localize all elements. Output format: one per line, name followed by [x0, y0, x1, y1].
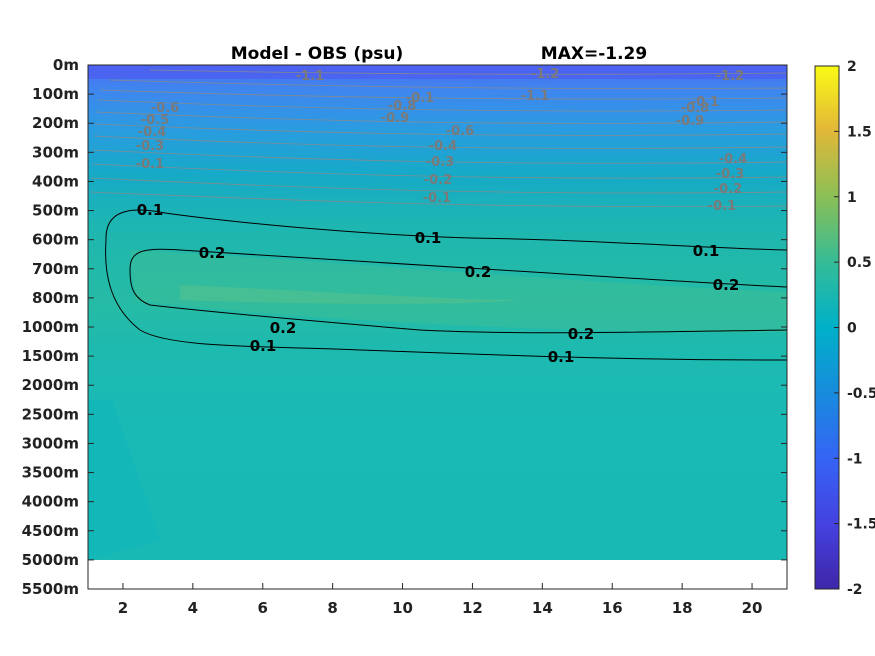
y-tick-label: 4500m: [22, 522, 79, 540]
contour-label: 0.2: [465, 263, 492, 281]
y-tick-label: 300m: [32, 143, 79, 161]
y-tick-label: 2000m: [22, 376, 79, 394]
contour-label: -1.1: [521, 89, 549, 104]
deep-left-zone: [88, 400, 160, 560]
contour-label: -0.6: [446, 124, 474, 139]
colorbar-tick-label: -2: [847, 582, 863, 598]
colorbar-tick-label: -1.5: [847, 517, 875, 533]
colorbar-ticks: 2 1.5 1 0.5 0 -0.5 -1 -1.5 -2: [834, 59, 875, 598]
x-tick-label: 18: [672, 599, 693, 617]
positive-contours: [105, 209, 788, 361]
contour-label: -1.2: [531, 67, 559, 82]
positive-anomaly-max: [180, 285, 520, 304]
colorbar-tick-label: -0.5: [847, 386, 875, 402]
y-tick-label: 600m: [32, 231, 79, 249]
y-tick-label: 700m: [32, 260, 79, 278]
contour-label: -0.1: [708, 199, 736, 214]
contour-label: -0.9: [381, 111, 409, 126]
x-tick-label: 8: [327, 599, 337, 617]
colorbar-tick-label: 0.5: [847, 255, 872, 271]
contour-label: -0.1: [406, 91, 434, 106]
max-label: MAX=-1.29: [541, 44, 647, 64]
y-tick-label: 100m: [32, 85, 79, 103]
contour-label: -0.3: [716, 167, 744, 182]
contour-label: 0.2: [270, 319, 297, 337]
no-data-band: [88, 560, 787, 589]
x-axis: 2 4 6 8 10 12 14 16 18 20: [118, 583, 763, 617]
contour-label: -0.4: [719, 152, 747, 167]
contour-label: 0.2: [568, 325, 595, 343]
contour-label: -0.2: [714, 182, 742, 197]
y-axis: 0m 100m 200m 300m 400m 500m 600m 700m 800m 1000m 1…: [22, 56, 787, 598]
colorbar-tick-label: 2: [847, 59, 857, 75]
y-tick-label: 1500m: [22, 347, 79, 365]
y-tick-label: 5000m: [22, 551, 79, 569]
contour-label: -0.3: [426, 155, 454, 170]
y-tick-label: 500m: [32, 202, 79, 220]
y-tick-label: 400m: [32, 172, 79, 190]
negative-contours: [89, 69, 788, 208]
y-tick-label: 3500m: [22, 464, 79, 482]
contour-label: -0.6: [151, 101, 179, 116]
contour-label: 0.1: [250, 337, 277, 355]
x-tick-label: 14: [532, 599, 553, 617]
contour-label: 0.1: [693, 242, 720, 260]
contour-label: -1.2: [716, 69, 744, 84]
contour-label: -0.3: [136, 139, 164, 154]
colorbar-tick-label: 1: [847, 190, 857, 206]
contour-label: -0.1: [691, 95, 719, 110]
contour-label: 0.1: [548, 348, 575, 366]
contour-label: 0.1: [137, 201, 164, 219]
contour-label: -1.1: [296, 69, 324, 84]
contour-label: -0.1: [136, 157, 164, 172]
y-tick-label: 200m: [32, 114, 79, 132]
gray-contour-labels: -1.1 -1.2 -1.1 -1.2 -0.6 -0.5 -0.4 -0.3 …: [136, 67, 747, 214]
x-tick-label: 12: [462, 599, 483, 617]
contour-label: -0.9: [676, 114, 704, 129]
contour-label: 0.2: [199, 244, 226, 262]
contour-label: -0.4: [138, 125, 166, 140]
colorbar-tick-label: 1.5: [847, 124, 872, 140]
colorbar-tick-label: -1: [847, 451, 863, 467]
contour-label: 0.1: [415, 229, 442, 247]
contour-label: -0.4: [429, 139, 457, 154]
y-tick-label: 0m: [53, 56, 79, 74]
x-tick-label: 16: [602, 599, 623, 617]
x-tick-label: 2: [118, 599, 128, 617]
y-tick-label: 4000m: [22, 493, 79, 511]
y-tick-label: 2500m: [22, 405, 79, 423]
y-tick-label: 3000m: [22, 434, 79, 452]
surface-negative-band: [88, 65, 787, 79]
x-tick-label: 4: [188, 599, 198, 617]
contour-label: -0.5: [141, 113, 169, 128]
contour-label: -0.2: [424, 173, 452, 188]
black-contour-labels: 0.1 0.2 0.1 0.2 0.1 0.2 0.2 0.1 0.2 0.1: [137, 201, 740, 366]
x-tick-label: 20: [742, 599, 763, 617]
colorbar-tick-label: 0: [847, 321, 857, 337]
positive-anomaly-core: [130, 250, 787, 333]
y-tick-label: 800m: [32, 289, 79, 307]
x-tick-label: 6: [258, 599, 268, 617]
y-tick-label: 5500m: [22, 580, 79, 598]
contour-label: -0.8: [681, 101, 709, 116]
colorbar: 2 1.5 1 0.5 0 -0.5 -1 -1.5 -2: [814, 59, 875, 598]
contour-label: -0.8: [388, 99, 416, 114]
y-tick-label: 1000m: [22, 318, 79, 336]
contour-label: -0.1: [423, 191, 451, 206]
contour-label: 0.2: [713, 276, 740, 294]
x-tick-label: 10: [392, 599, 413, 617]
chart-title: Model - OBS (psu): [231, 44, 404, 64]
